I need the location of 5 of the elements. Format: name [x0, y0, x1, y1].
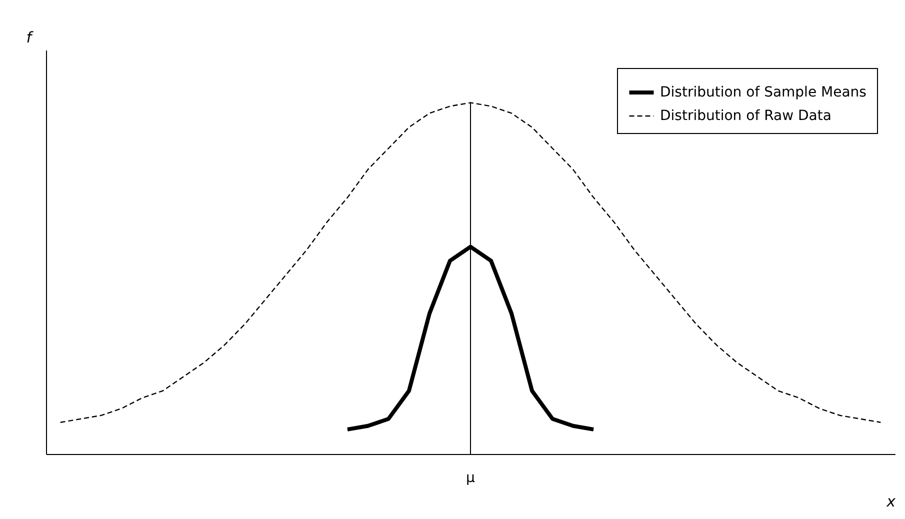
y-axis-title: f — [26, 28, 34, 46]
legend-label: Distribution of Sample Means — [660, 84, 866, 100]
legend-label: Distribution of Raw Data — [660, 108, 832, 124]
x-axis-title: x — [886, 492, 896, 510]
text: μ — [466, 470, 475, 486]
